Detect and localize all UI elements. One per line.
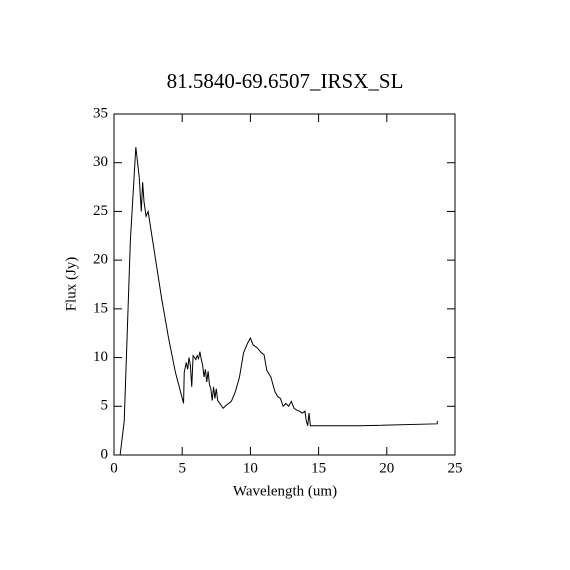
y-tick-label: 20 [93,252,108,268]
y-tick-label: 10 [93,349,108,365]
y-tick-label: 30 [93,154,108,170]
y-tick-label: 5 [101,398,109,414]
x-tick-label: 20 [379,460,394,476]
y-tick-label: 25 [93,203,108,219]
x-tick-label: 15 [311,460,326,476]
y-tick-label: 15 [93,300,108,316]
x-tick-label: 25 [448,460,463,476]
y-tick-label: 0 [101,446,109,462]
chart-title: 81.5840-69.6507_IRSX_SL [167,69,404,93]
data-line [119,147,438,456]
plot-frame [113,113,456,456]
x-tick-label: 0 [110,460,118,476]
y-axis-label: Flux (Jy) [63,257,79,312]
x-tick-label: 10 [243,460,258,476]
x-tick-label: 5 [178,460,186,476]
y-tick-label: 35 [93,105,108,121]
x-axis-label: Wavelength (um) [233,483,337,499]
